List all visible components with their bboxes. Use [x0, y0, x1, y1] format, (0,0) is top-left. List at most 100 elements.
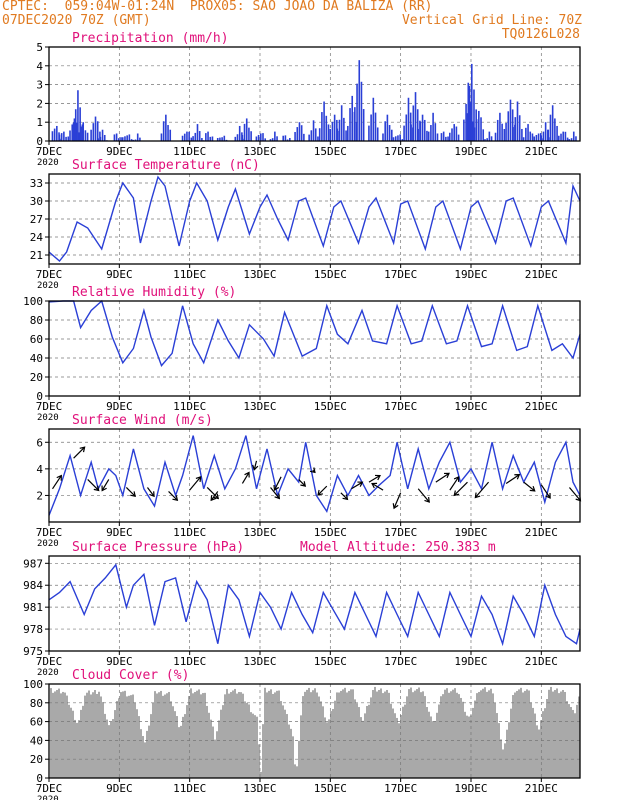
precip-bar [188, 131, 190, 141]
precip-bar [134, 139, 137, 141]
cloud-bar [478, 691, 480, 778]
precip-bar [494, 132, 497, 141]
cloud-bar [514, 692, 516, 778]
cloud-bar [446, 688, 448, 778]
precip-bar [136, 133, 139, 141]
cloud-bar [438, 704, 440, 778]
precip-bar [469, 102, 472, 141]
precip-bar [165, 114, 167, 141]
x-tick-label: 13DEC [243, 655, 276, 668]
x-tick-label: 11DEC [173, 526, 206, 539]
wind-arrow-shaft [210, 491, 219, 501]
precip-bar [572, 131, 575, 141]
precip-bar [262, 133, 264, 141]
cloud-bar [296, 766, 298, 778]
wind-arrow-head [357, 481, 364, 487]
precip-bar [190, 137, 193, 141]
cloud-bar [116, 701, 118, 778]
x-tick-label: 19DEC [454, 526, 487, 539]
panel-frame [48, 46, 581, 142]
precip-bar [124, 136, 126, 141]
cloud-bar [80, 709, 82, 778]
cloud-bar [518, 689, 520, 778]
cloud-bar [166, 693, 168, 778]
cloud-bar [266, 692, 268, 778]
wind-arrow-head [474, 492, 481, 499]
wind-arrow-shaft [474, 481, 490, 498]
panel-frame [48, 300, 581, 397]
precip-bar [507, 111, 510, 141]
precip-bar [92, 123, 95, 141]
cloud-bar [392, 708, 394, 778]
precip-bar [445, 136, 447, 141]
precip-bar [399, 134, 401, 141]
cloud-bar [532, 707, 534, 778]
cloud-bar [560, 691, 562, 778]
precip-bar [440, 133, 443, 141]
cloud-bar [338, 692, 340, 778]
cloud-bar [488, 690, 490, 778]
year-label: 2020 [37, 158, 59, 168]
x-tick-label: 17DEC [384, 655, 417, 668]
precip-bar [397, 135, 399, 141]
precip-bar [128, 134, 131, 141]
cloud-bar [420, 692, 422, 778]
precip-bar [298, 122, 301, 141]
precip-bar [160, 133, 163, 141]
precip-bar [336, 128, 339, 141]
precip-bar [542, 131, 545, 141]
cloud-bar [130, 695, 132, 778]
cloud-bar [230, 692, 232, 778]
cloud-bar [150, 714, 152, 778]
cloud-bar [192, 693, 194, 778]
precip-bar [475, 119, 478, 141]
y-tick-label: 40 [30, 352, 43, 365]
cloud-bar [386, 689, 388, 778]
cloud-bar [444, 689, 446, 778]
precip-bar [388, 125, 391, 141]
panel-frame [48, 555, 581, 652]
precip-bar [67, 136, 70, 141]
x-tick-label: 15DEC [314, 782, 347, 795]
x-tick-label: 9DEC [106, 268, 133, 281]
cloud-bar [416, 689, 418, 778]
cloud-bar [352, 689, 354, 778]
precip-bar [512, 127, 514, 141]
precip-bar [370, 114, 372, 141]
cloud-bar [424, 696, 426, 778]
cloud-bar [238, 692, 240, 778]
panel-4: 975 978 981 984 987 Surface Pressure (hPa) Mod… [23, 540, 581, 678]
precip-bar [518, 115, 521, 141]
cloud-bar [210, 719, 212, 778]
cloud-bar [520, 687, 522, 778]
wind-arrow-head [300, 481, 307, 487]
cloud-bar [240, 692, 242, 778]
x-tick-label: 19DEC [454, 782, 487, 795]
wind-arrow-shaft [351, 481, 363, 490]
x-tick-label: 17DEC [384, 526, 417, 539]
cloud-bar [576, 704, 578, 778]
year-label: 2020 [37, 281, 59, 291]
x-tick-label: 15DEC [314, 526, 347, 539]
cloud-bar [366, 705, 368, 778]
header-code: TQ0126L028 [501, 27, 580, 42]
y-tick-label: 20 [30, 753, 43, 766]
panel-frame [48, 428, 581, 523]
precip-bar [323, 101, 325, 141]
x-tick-label: 21DEC [525, 145, 558, 158]
precip-bar [162, 121, 165, 141]
cloud-bar [308, 687, 310, 778]
cloud-bar [336, 692, 338, 778]
precip-bar [401, 139, 404, 141]
cloud-bar [294, 764, 296, 778]
cloud-bar [360, 717, 362, 778]
precip-bar [394, 136, 397, 141]
cloud-bar [144, 742, 146, 778]
x-tick-label: 19DEC [454, 400, 487, 413]
precip-bar [488, 131, 491, 141]
cloud-bar [300, 715, 302, 778]
precip-bar [181, 135, 184, 141]
year-label: 2020 [37, 668, 59, 678]
precip-bar [115, 133, 118, 141]
cloud-bar [458, 694, 460, 778]
